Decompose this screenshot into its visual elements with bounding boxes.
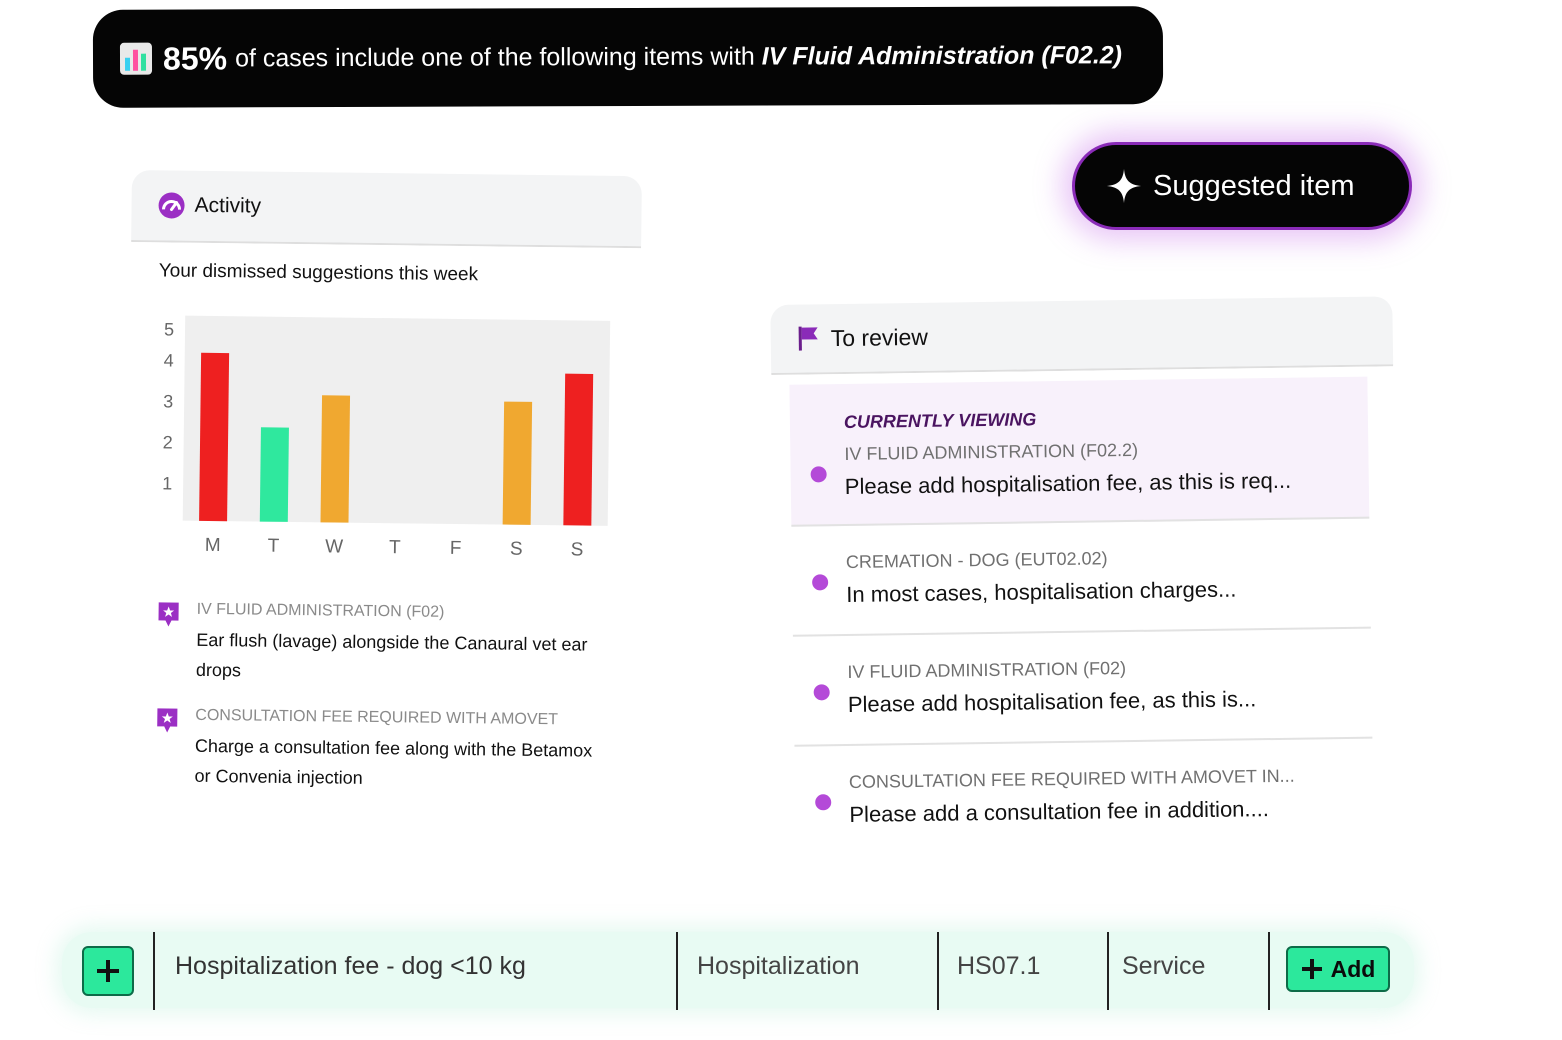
review-item-label: IV FLUID ADMINISTRATION (F02) <box>847 658 1127 682</box>
y-tick-label: 4 <box>164 350 174 370</box>
bar-m-0 <box>199 352 230 522</box>
review-item-desc: Please add hospitalisation fee, as this … <box>844 467 1292 499</box>
column-divider <box>1268 932 1270 1010</box>
column-divider <box>676 932 678 1010</box>
banner-percent: 85% <box>162 39 228 77</box>
review-item-label: CREMATION - DOG (EUT02.02) <box>845 548 1108 572</box>
add-button[interactable]: Add <box>1286 946 1390 992</box>
to-review-panel: To review CURRENTLY VIEWING IV FLUID ADM… <box>770 276 1400 855</box>
review-item-desc: In most cases, hospitalisation charges..… <box>846 576 1237 607</box>
item-code: HS07.1 <box>957 952 1041 980</box>
review-item-label: CONSULTATION FEE REQUIRED WITH AMOVET IN… <box>848 765 1295 792</box>
status-dot <box>812 574 829 591</box>
to-review-title: To review <box>830 323 929 351</box>
stats-banner: 85% of cases include one of the followin… <box>92 6 1164 108</box>
sparkle-icon <box>1106 168 1142 204</box>
dismissed-item-label: IV FLUID ADMINISTRATION (F02) <box>196 600 445 621</box>
y-tick-label: 3 <box>163 391 173 411</box>
review-item-label: IV FLUID ADMINISTRATION (F02.2) <box>844 439 1139 464</box>
dismissed-item[interactable]: IV FLUID ADMINISTRATION (F02) Ear flush … <box>157 600 627 680</box>
x-tick-label: M <box>205 535 221 556</box>
review-item[interactable]: IV FLUID ADMINISTRATION (F02) Please add… <box>792 626 1373 747</box>
activity-panel: Activity Your dismissed suggestions this… <box>124 170 642 826</box>
plus-icon <box>1301 959 1322 979</box>
bar-t-1 <box>259 427 289 522</box>
item-category: Hospitalization <box>697 952 860 980</box>
review-item-current[interactable]: CURRENTLY VIEWING IV FLUID ADMINISTRATIO… <box>789 376 1370 527</box>
y-tick-label: 2 <box>163 432 173 452</box>
to-review-header: To review <box>770 296 1394 375</box>
item-type: Service <box>1122 952 1206 980</box>
expand-button[interactable] <box>82 946 134 996</box>
item-name: Hospitalization fee - dog <10 kg <box>175 952 526 980</box>
column-divider <box>153 932 155 1010</box>
x-tick-label: W <box>325 536 343 557</box>
y-tick-label: 5 <box>164 319 174 339</box>
flag-icon <box>798 326 818 351</box>
x-tick-label: T <box>268 536 280 557</box>
currently-viewing-label: CURRENTLY VIEWING <box>843 409 1037 432</box>
suggested-item-label: Suggested item <box>1153 169 1355 202</box>
suggested-item-button[interactable]: Suggested item <box>1072 142 1412 230</box>
y-tick-label: 1 <box>162 473 172 493</box>
status-dot <box>815 794 832 811</box>
bar-s-5 <box>502 401 533 525</box>
bar-s-6 <box>563 373 594 526</box>
banner-item: IV Fluid Administration (F02.2) <box>761 40 1123 71</box>
dismissed-suggestions-chart: 1 2 3 4 5 M T W T F S S <box>162 315 611 561</box>
banner-text: of cases include one of the following it… <box>234 42 755 72</box>
star-badge-icon <box>157 708 178 733</box>
column-divider <box>1107 932 1109 1010</box>
x-tick-label: S <box>571 539 584 560</box>
x-tick-label: S <box>510 539 523 560</box>
x-tick-label: T <box>389 537 401 558</box>
status-dot <box>810 466 827 483</box>
review-item-desc: Please add a consultation fee in additio… <box>849 796 1270 827</box>
review-item[interactable]: CONSULTATION FEE REQUIRED WITH AMOVET IN… <box>794 737 1373 855</box>
dismissed-item-label: CONSULTATION FEE REQUIRED WITH AMOVET <box>195 706 559 729</box>
add-button-label: Add <box>1330 955 1376 982</box>
chart-plot-area <box>182 315 611 526</box>
gauge-icon <box>158 192 185 219</box>
star-badge-icon <box>158 602 179 627</box>
dismissed-item-desc: Charge a consultation fee along with the… <box>194 735 593 788</box>
dismissed-item[interactable]: CONSULTATION FEE REQUIRED WITH AMOVET Ch… <box>155 706 625 788</box>
suggested-item-row: Hospitalization fee - dog <10 kg Hospita… <box>62 932 1414 1010</box>
review-item-desc: Please add hospitalisation fee, as this … <box>847 686 1257 717</box>
dismissed-item-desc: Ear flush (lavage) alongside the Canaura… <box>195 629 588 681</box>
status-dot <box>813 684 830 701</box>
activity-title: Activity <box>194 193 262 218</box>
bar-chart-icon <box>119 42 153 75</box>
review-item[interactable]: CREMATION - DOG (EUT02.02) In most cases… <box>791 516 1371 637</box>
column-divider <box>937 932 939 1010</box>
plus-icon <box>97 960 119 982</box>
x-tick-label: F <box>450 538 462 559</box>
activity-header: Activity <box>131 170 642 249</box>
bar-w-2 <box>320 395 351 523</box>
activity-subtitle: Your dismissed suggestions this week <box>158 260 479 286</box>
